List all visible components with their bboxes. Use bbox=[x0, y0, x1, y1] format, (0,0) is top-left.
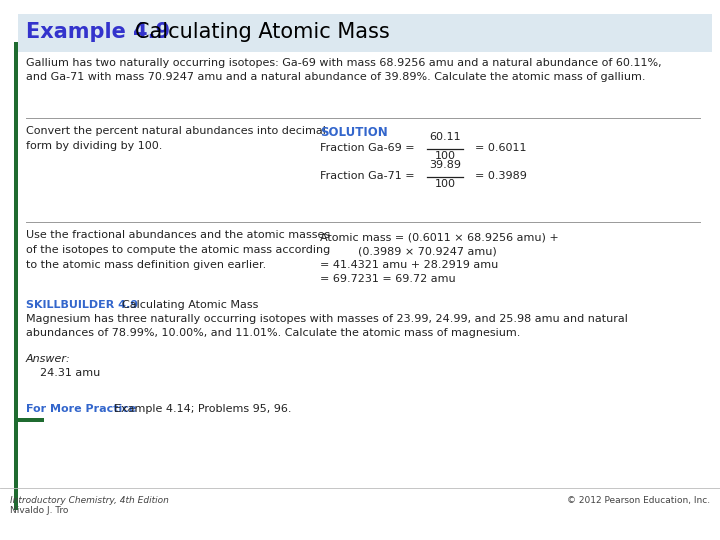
Text: 24.31 amu: 24.31 amu bbox=[26, 368, 100, 378]
Bar bbox=[14, 42, 18, 510]
Text: Magnesium has three naturally occurring isotopes with masses of 23.99, 24.99, an: Magnesium has three naturally occurring … bbox=[26, 314, 628, 339]
Text: Fraction Ga-71 =: Fraction Ga-71 = bbox=[320, 171, 418, 181]
Text: = 0.6011: = 0.6011 bbox=[475, 143, 526, 153]
Text: Nivaldo J. Tro: Nivaldo J. Tro bbox=[10, 506, 68, 515]
Text: 100: 100 bbox=[434, 179, 456, 189]
Text: = 0.3989: = 0.3989 bbox=[475, 171, 527, 181]
Text: Calculating Atomic Mass: Calculating Atomic Mass bbox=[122, 300, 258, 310]
Bar bbox=[18, 14, 712, 52]
Text: 60.11: 60.11 bbox=[429, 132, 461, 142]
Text: For More Practice: For More Practice bbox=[26, 404, 140, 414]
Text: (0.3989 × 70.9247 amu): (0.3989 × 70.9247 amu) bbox=[358, 246, 497, 256]
Text: 39.89: 39.89 bbox=[429, 160, 461, 170]
Text: Atomic mass = (0.6011 × 68.9256 amu) +: Atomic mass = (0.6011 × 68.9256 amu) + bbox=[320, 232, 559, 242]
Text: Use the fractional abundances and the atomic masses
of the isotopes to compute t: Use the fractional abundances and the at… bbox=[26, 230, 330, 269]
Bar bbox=[14, 418, 44, 422]
Text: Calculating Atomic Mass: Calculating Atomic Mass bbox=[135, 22, 390, 42]
Text: SKILLBUILDER 4.9: SKILLBUILDER 4.9 bbox=[26, 300, 142, 310]
Text: Convert the percent natural abundances into decimal
form by dividing by 100.: Convert the percent natural abundances i… bbox=[26, 126, 326, 151]
Text: Example 4.9: Example 4.9 bbox=[26, 22, 177, 42]
Text: = 69.7231 = 69.72 amu: = 69.7231 = 69.72 amu bbox=[320, 274, 456, 284]
Text: Introductory Chemistry, 4th Edition: Introductory Chemistry, 4th Edition bbox=[10, 496, 169, 505]
Text: 100: 100 bbox=[434, 151, 456, 161]
Text: Example 4.14; Problems 95, 96.: Example 4.14; Problems 95, 96. bbox=[114, 404, 292, 414]
Text: SOLUTION: SOLUTION bbox=[320, 126, 388, 139]
Text: Fraction Ga-69 =: Fraction Ga-69 = bbox=[320, 143, 418, 153]
Text: © 2012 Pearson Education, Inc.: © 2012 Pearson Education, Inc. bbox=[567, 496, 710, 505]
Text: Gallium has two naturally occurring isotopes: Ga-69 with mass 68.9256 amu and a : Gallium has two naturally occurring isot… bbox=[26, 58, 662, 83]
Text: = 41.4321 amu + 28.2919 amu: = 41.4321 amu + 28.2919 amu bbox=[320, 260, 498, 270]
Bar bbox=[14, 42, 44, 46]
Text: Answer:: Answer: bbox=[26, 354, 71, 364]
